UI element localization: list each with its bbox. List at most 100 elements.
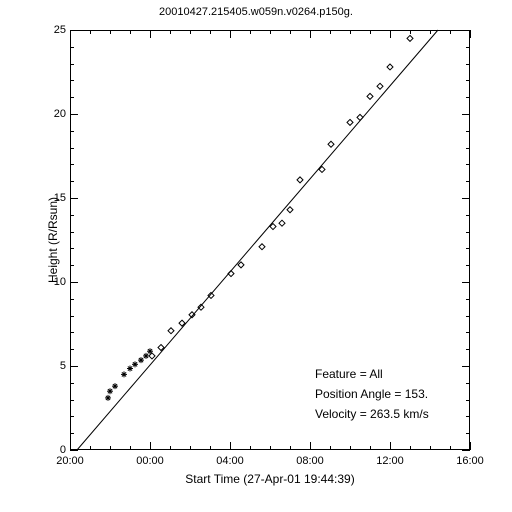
y-minor-tick — [70, 148, 74, 149]
asterisk-marker — [121, 371, 127, 377]
x-minor-tick — [210, 30, 211, 34]
y-major-tick — [462, 30, 470, 31]
x-minor-tick — [270, 446, 271, 450]
diamond-marker — [377, 83, 383, 89]
y-minor-tick — [466, 248, 470, 249]
diamond-marker — [387, 64, 393, 70]
y-minor-tick — [70, 416, 74, 417]
y-minor-tick — [70, 181, 74, 182]
y-minor-tick — [70, 164, 74, 165]
y-tick-label: 15 — [54, 192, 66, 204]
y-minor-tick — [466, 400, 470, 401]
diamond-marker — [259, 244, 265, 250]
y-minor-tick — [70, 232, 74, 233]
diamond-marker — [168, 328, 174, 334]
y-minor-tick — [466, 349, 470, 350]
diamond-marker — [357, 114, 363, 120]
y-tick-label: 5 — [60, 360, 66, 372]
x-minor-tick — [110, 446, 111, 450]
y-minor-tick — [70, 47, 74, 48]
y-minor-tick — [466, 47, 470, 48]
y-minor-tick — [466, 80, 470, 81]
y-minor-tick — [70, 215, 74, 216]
asterisk-marker — [127, 366, 133, 372]
asterisk-marker — [132, 361, 138, 367]
y-minor-tick — [466, 383, 470, 384]
y-minor-tick — [466, 215, 470, 216]
y-minor-tick — [466, 131, 470, 132]
x-minor-tick — [330, 446, 331, 450]
x-major-tick — [310, 30, 311, 38]
diamond-marker — [407, 35, 413, 41]
y-minor-tick — [466, 416, 470, 417]
x-axis-label: Start Time (27-Apr-01 19:44:39) — [70, 472, 470, 486]
x-minor-tick — [370, 30, 371, 34]
x-minor-tick — [430, 30, 431, 34]
diamond-marker — [238, 262, 244, 268]
x-major-tick — [470, 30, 471, 38]
y-major-tick — [70, 114, 78, 115]
x-minor-tick — [130, 446, 131, 450]
x-minor-tick — [250, 30, 251, 34]
x-minor-tick — [410, 446, 411, 450]
y-major-tick — [462, 450, 470, 451]
x-minor-tick — [130, 30, 131, 34]
y-minor-tick — [466, 64, 470, 65]
x-tick-label: 20:00 — [56, 455, 84, 467]
y-minor-tick — [466, 265, 470, 266]
asterisk-marker — [143, 353, 149, 359]
asterisk-marker — [112, 383, 118, 389]
chart-annotation: Velocity = 263.5 km/s — [315, 407, 429, 421]
x-minor-tick — [210, 446, 211, 450]
x-tick-label: 12:00 — [376, 455, 404, 467]
y-minor-tick — [70, 97, 74, 98]
y-minor-tick — [466, 97, 470, 98]
x-major-tick — [470, 442, 471, 450]
y-major-tick — [462, 198, 470, 199]
x-tick-label: 08:00 — [296, 455, 324, 467]
x-minor-tick — [410, 30, 411, 34]
x-tick-label: 00:00 — [136, 455, 164, 467]
y-major-tick — [462, 366, 470, 367]
x-minor-tick — [90, 30, 91, 34]
x-major-tick — [70, 30, 71, 38]
y-minor-tick — [466, 316, 470, 317]
x-minor-tick — [330, 30, 331, 34]
y-minor-tick — [466, 332, 470, 333]
x-minor-tick — [350, 446, 351, 450]
x-minor-tick — [170, 30, 171, 34]
y-minor-tick — [466, 181, 470, 182]
y-tick-label: 10 — [54, 276, 66, 288]
chart-annotation: Position Angle = 153. — [315, 387, 428, 401]
x-major-tick — [70, 442, 71, 450]
y-minor-tick — [70, 332, 74, 333]
x-minor-tick — [430, 446, 431, 450]
x-major-tick — [390, 442, 391, 450]
x-minor-tick — [250, 446, 251, 450]
y-minor-tick — [70, 383, 74, 384]
y-major-tick — [70, 30, 78, 31]
y-minor-tick — [70, 316, 74, 317]
y-minor-tick — [70, 64, 74, 65]
y-major-tick — [70, 450, 78, 451]
x-minor-tick — [370, 446, 371, 450]
x-tick-label: 16:00 — [456, 455, 484, 467]
x-major-tick — [230, 442, 231, 450]
x-major-tick — [310, 442, 311, 450]
y-major-tick — [462, 114, 470, 115]
y-major-tick — [70, 282, 78, 283]
y-axis-label: Height (R/Rsun) — [46, 197, 60, 283]
asterisk-marker — [138, 357, 144, 363]
x-minor-tick — [450, 30, 451, 34]
y-minor-tick — [466, 299, 470, 300]
asterisk-marker — [107, 388, 113, 394]
diamond-marker — [287, 207, 293, 213]
y-tick-label: 20 — [54, 108, 66, 120]
y-minor-tick — [466, 164, 470, 165]
diamond-marker — [279, 220, 285, 226]
x-tick-label: 04:00 — [216, 455, 244, 467]
y-minor-tick — [70, 433, 74, 434]
y-minor-tick — [466, 232, 470, 233]
x-minor-tick — [350, 30, 351, 34]
x-major-tick — [150, 30, 151, 38]
